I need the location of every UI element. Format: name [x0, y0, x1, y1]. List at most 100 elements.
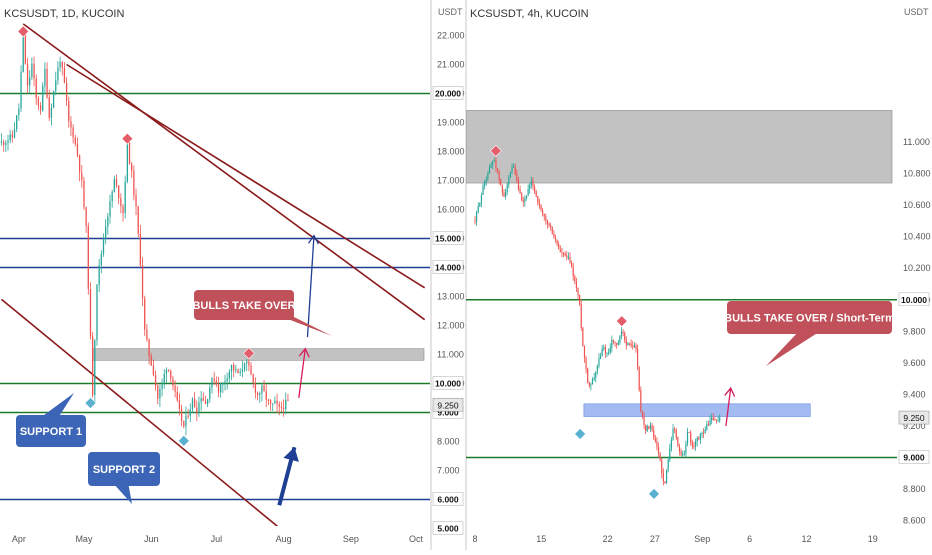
x-tick-label: 8 — [472, 534, 477, 544]
candle-bullish — [476, 212, 478, 222]
candle-bearish — [545, 216, 547, 221]
candle-bullish — [685, 443, 687, 454]
candle-bearish — [579, 294, 581, 304]
candle-bearish — [624, 333, 626, 341]
candle-bearish — [250, 365, 252, 375]
candle-bullish — [98, 265, 100, 285]
candle-bullish — [525, 196, 528, 199]
level-price-label: 9.000 — [903, 453, 925, 463]
candle-bearish — [628, 343, 631, 345]
candle-bullish — [696, 437, 698, 442]
candle-bullish — [606, 353, 608, 355]
candle-bearish — [690, 432, 692, 443]
y-tick-label: 11.000 — [903, 137, 930, 147]
candle-bearish — [519, 189, 521, 194]
candle-bullish — [599, 356, 602, 359]
candle-bearish — [540, 205, 542, 211]
candle-bearish — [546, 220, 549, 224]
chart-title: KCSUSDT, 1D, KUCOIN — [4, 8, 124, 20]
candle-bearish — [691, 442, 693, 446]
candle-bearish — [122, 206, 124, 214]
candle-bullish — [230, 364, 233, 372]
candle-bearish — [636, 348, 639, 367]
candle-bullish — [506, 184, 508, 193]
candle-bearish — [183, 420, 185, 427]
candle-bearish — [630, 343, 632, 346]
daily-chart-panel: KCSUSDT, 1D, KUCOIN USDT 5.000 6.000 7.000… — [0, 7, 465, 544]
x-tick-label: Jun — [144, 534, 159, 544]
x-tick-label: Sep — [343, 534, 359, 544]
candle-bearish — [39, 105, 42, 111]
x-tick-label: 15 — [536, 534, 546, 544]
candle-bullish — [246, 361, 248, 364]
candle-bullish — [665, 469, 668, 484]
candle-bullish — [477, 206, 479, 213]
candle-bearish — [517, 180, 520, 190]
candle-bearish — [551, 227, 553, 234]
candle-bullish — [285, 399, 287, 410]
candle-bearish — [574, 276, 576, 282]
projection-arrow-head — [307, 234, 320, 245]
level-price-badge — [432, 521, 464, 535]
candle-bearish — [135, 195, 137, 207]
candle-bearish — [654, 437, 656, 441]
candle-bearish — [559, 249, 561, 253]
candle-bearish — [265, 391, 267, 400]
candle-bearish — [217, 384, 220, 393]
candle-bullish — [94, 340, 96, 396]
candle-bearish — [638, 366, 640, 391]
candle-bearish — [263, 385, 265, 392]
candle-bearish — [76, 143, 79, 156]
candle-bearish — [267, 399, 270, 401]
candle-bearish — [677, 437, 679, 447]
annotation-text: BULLS TAKE OVER / Short-Term — [724, 313, 895, 325]
callout-box — [16, 415, 86, 447]
candle-bullish — [669, 448, 671, 460]
candle-bearish — [714, 419, 716, 421]
callout-box — [727, 301, 892, 334]
candle-bearish — [187, 415, 189, 417]
candle-bullish — [191, 398, 194, 410]
plot-content — [466, 110, 897, 500]
candle-bullish — [603, 347, 605, 349]
candle-bullish — [5, 142, 7, 145]
candle-bullish — [480, 195, 483, 203]
candle-bearish — [63, 67, 66, 83]
y-tick-label: 18.000 — [437, 147, 465, 157]
candle-bearish — [172, 378, 174, 386]
level-price-label: 14.000 — [435, 263, 461, 273]
candle-bearish — [213, 378, 215, 381]
candle-bearish — [622, 331, 624, 334]
candle-bullish — [719, 417, 721, 421]
candle-bullish — [272, 403, 274, 405]
x-axis: 8 15 22 27 Sep 6 12 19 — [472, 534, 877, 544]
x-tick-label: 12 — [801, 534, 811, 544]
candle-bearish — [254, 382, 257, 393]
candle-bearish — [256, 392, 259, 395]
candle-bearish — [561, 252, 563, 254]
x-tick-label: Jul — [211, 534, 223, 544]
candle-bearish — [269, 399, 272, 405]
candle-bullish — [482, 185, 484, 196]
candle-bullish — [198, 402, 200, 414]
y-tick-label: 8.000 — [437, 437, 460, 447]
candle-bullish — [274, 400, 276, 404]
candle-bearish — [498, 170, 500, 180]
candle-bearish — [675, 429, 677, 438]
candle-bearish — [180, 408, 183, 421]
level-price-badge — [432, 86, 464, 100]
candle-bullish — [220, 384, 222, 393]
candle-bullish — [100, 253, 102, 266]
annotation-callout: SUPPORT 2 — [88, 452, 160, 504]
swing-low-marker — [84, 397, 97, 410]
candle-bearish — [276, 400, 278, 405]
candle-bearish — [707, 424, 710, 426]
candle-bearish — [693, 445, 695, 447]
level-price-label: 10.000 — [435, 379, 461, 389]
candle-bullish — [161, 382, 163, 389]
candle-bullish — [55, 80, 57, 91]
candle-bullish — [593, 377, 595, 380]
candle-bullish — [646, 426, 648, 431]
candle-bearish — [625, 340, 627, 346]
